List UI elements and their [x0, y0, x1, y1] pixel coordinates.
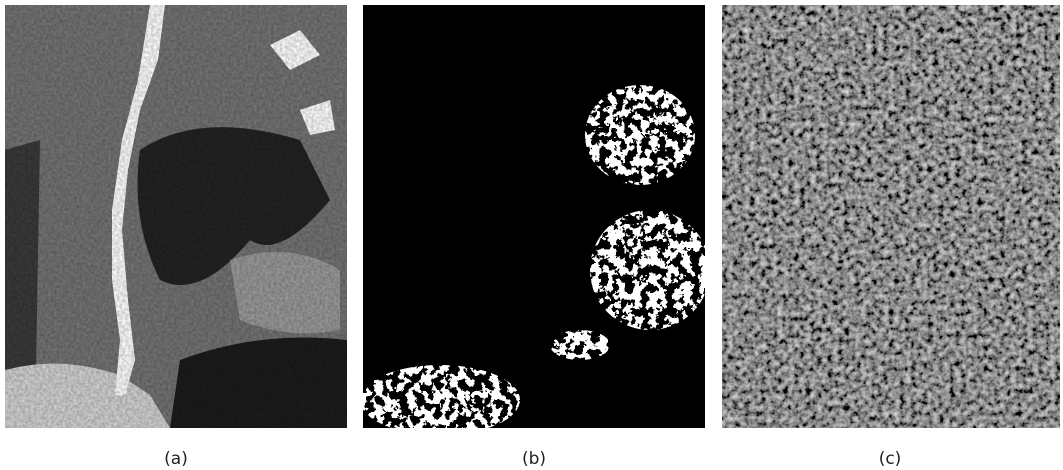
panel-b: [360, 5, 710, 435]
caption: (b): [522, 449, 546, 469]
bright-area: [585, 85, 695, 185]
page: (a) (b) (c) (() => { const data = JSON.p…: [0, 0, 1063, 470]
caption: (c): [879, 449, 902, 469]
panel-a: [5, 5, 347, 428]
bright-area: [550, 330, 610, 360]
bright-area: [360, 365, 520, 435]
caption: (a): [164, 449, 188, 469]
figure: (a) (b) (c): [0, 0, 1063, 470]
panel-c-texture: [722, 5, 1060, 428]
texture: [5, 5, 347, 428]
bright-area: [590, 210, 710, 330]
panel-c: [722, 5, 1060, 428]
